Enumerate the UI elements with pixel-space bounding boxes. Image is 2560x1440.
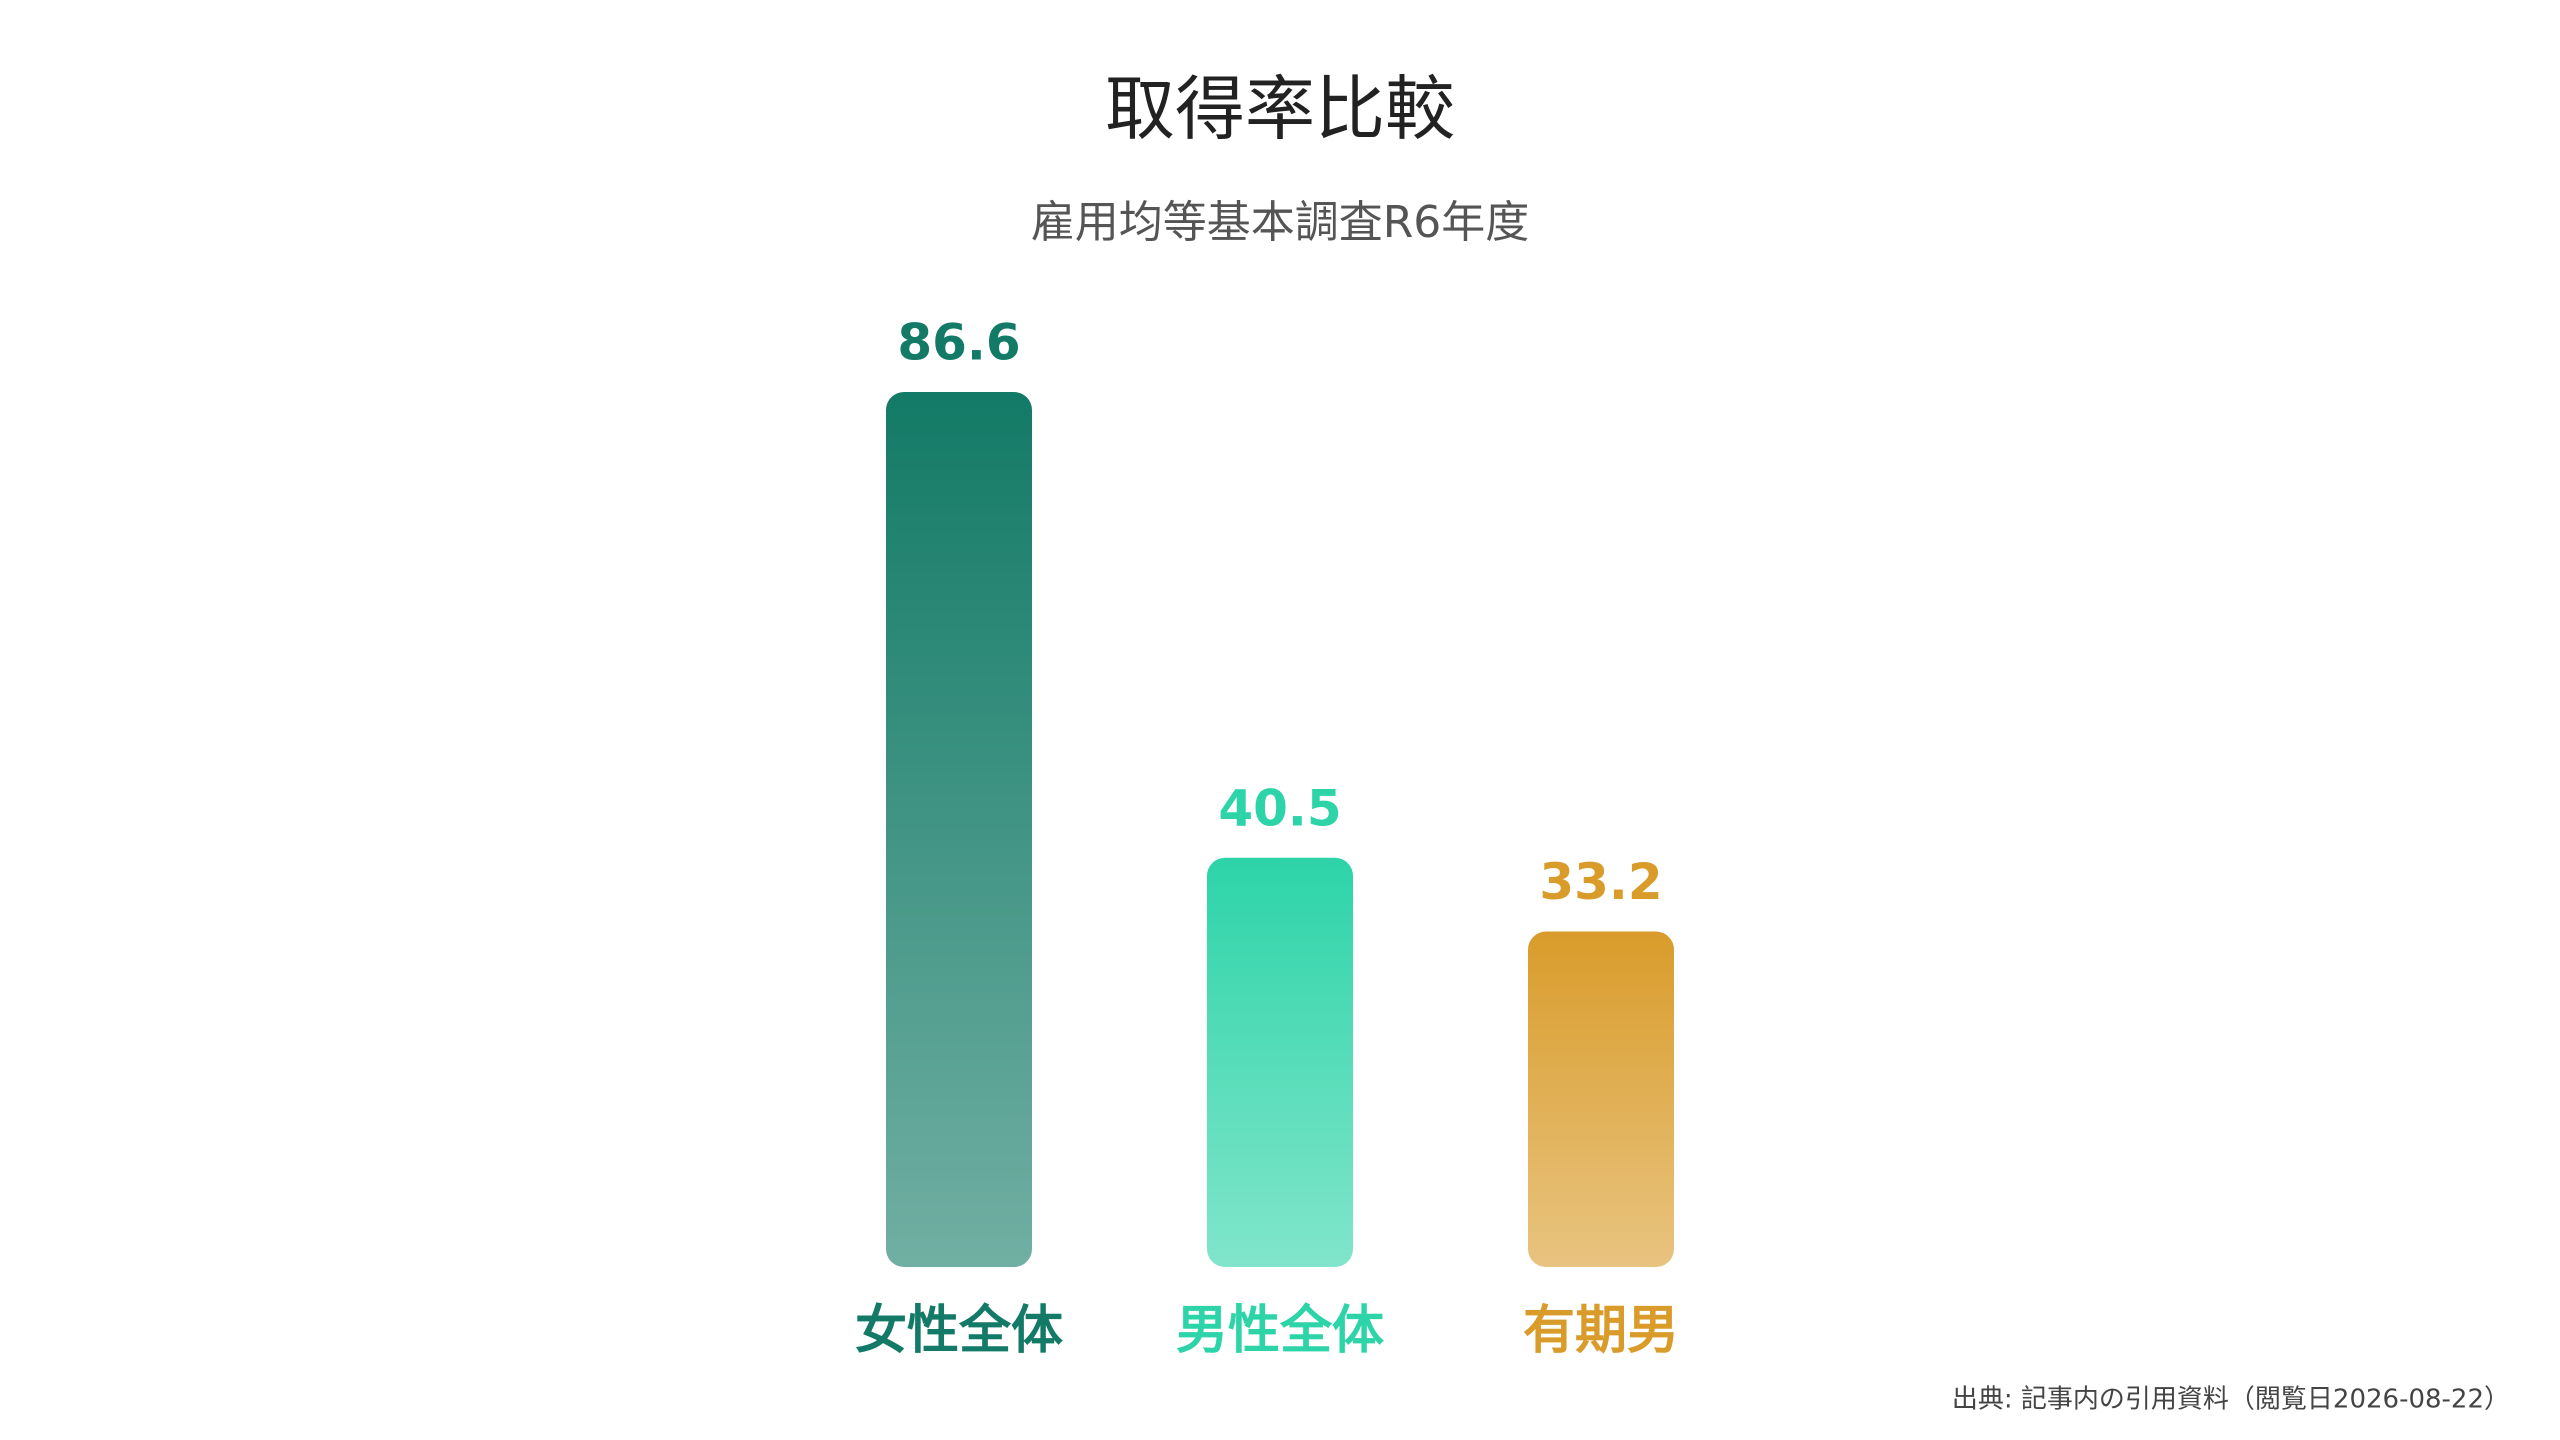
value-label: 86.6 — [897, 314, 1020, 372]
category-label: 女性全体 — [855, 1301, 1063, 1361]
source-note: 出典: 記事内の引用資料（閲覧日2026-08-22） — [1952, 1385, 2510, 1415]
bar — [1207, 857, 1353, 1267]
category-label: 有期男 — [1523, 1301, 1679, 1361]
category-label: 男性全体 — [1176, 1301, 1384, 1361]
bar — [1528, 931, 1674, 1267]
bar — [886, 392, 1032, 1267]
value-label: 33.2 — [1539, 853, 1662, 911]
chart-subtitle: 雇用均等基本調査R6年度 — [1031, 197, 1530, 248]
chart-title: 取得率比較 — [1105, 68, 1455, 150]
value-label: 40.5 — [1218, 779, 1341, 837]
